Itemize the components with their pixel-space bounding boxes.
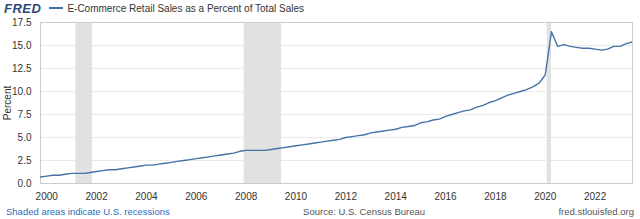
svg-text:0.0: 0.0: [18, 178, 32, 189]
svg-text:2022: 2022: [584, 191, 607, 202]
html-text:Source: U.S. Census Bureau: Source: U.S. Census Bureau: [303, 205, 426, 217]
html-text:fred.stlouisfed.org: fred.stlouisfed.org: [558, 205, 634, 217]
html-text:FRED: FRED: [4, 0, 42, 16]
svg-text:2020: 2020: [534, 191, 557, 202]
html-text:E-Commerce Retail Sales as a P: E-Commerce Retail Sales as a Percent of …: [67, 2, 304, 14]
svg-text:12.5: 12.5: [12, 63, 32, 74]
html-text:Shaded areas indicate U.S. rec: Shaded areas indicate U.S. recessions: [6, 205, 170, 217]
svg-text:10.0: 10.0: [12, 86, 32, 97]
svg-text:2016: 2016: [434, 191, 457, 202]
svg-text:2000: 2000: [36, 191, 59, 202]
svg-text:2018: 2018: [484, 191, 507, 202]
svg-text:7.5: 7.5: [18, 109, 32, 120]
svg-text:2006: 2006: [185, 191, 208, 202]
svg-text:2010: 2010: [285, 191, 308, 202]
svg-text:2014: 2014: [385, 191, 408, 202]
svg-text:15.0: 15.0: [12, 40, 32, 51]
svg-text:2004: 2004: [135, 191, 158, 202]
svg-text:17.5: 17.5: [12, 17, 32, 28]
svg-text:Percent: Percent: [2, 86, 13, 121]
svg-text:2.5: 2.5: [18, 155, 32, 166]
svg-text:2008: 2008: [235, 191, 258, 202]
svg-text:2002: 2002: [85, 191, 108, 202]
svg-text:2012: 2012: [335, 191, 358, 202]
svg-text:5.0: 5.0: [18, 132, 32, 143]
